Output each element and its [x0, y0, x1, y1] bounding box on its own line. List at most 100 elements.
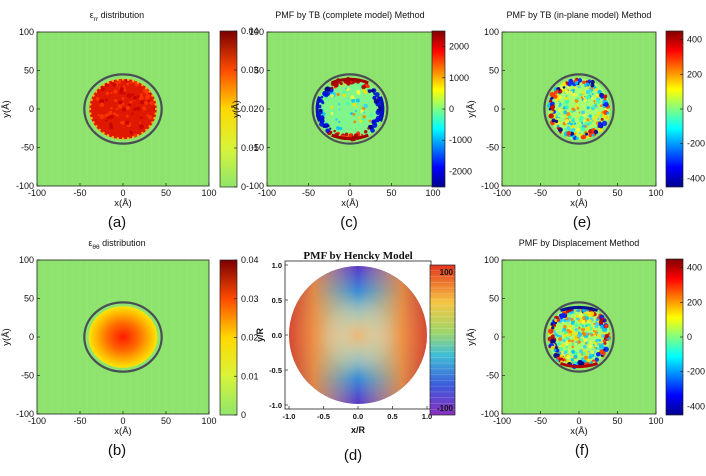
- strain-speckle: [99, 114, 105, 120]
- pmf-speckle: [567, 339, 571, 343]
- pmf-speckle: [335, 118, 338, 121]
- x-tick-label: -100: [493, 188, 511, 198]
- y-tick-label: 0: [494, 332, 499, 342]
- pmf-edge-speckle: [602, 331, 606, 335]
- panel-a: εrr distribution -100 -50 0 50 100 -100 -50 0 50 1…: [1, 10, 259, 231]
- pmf-edge-speckle: [559, 354, 564, 358]
- pmf-speckle: [574, 342, 577, 345]
- strain-speckle: [126, 93, 132, 99]
- pmf-edge-speckle: [321, 101, 325, 105]
- pmf-edge-speckle: [597, 89, 602, 95]
- edge-speckle: [153, 116, 156, 120]
- pmf-speckle: [585, 315, 590, 321]
- edge-speckle: [92, 121, 95, 124]
- pmf-speckle: [572, 108, 576, 112]
- strain-speckle: [147, 99, 151, 103]
- pmf-speckle: [591, 93, 594, 96]
- pmf-speckle: [342, 93, 347, 97]
- x-axis-label: x(Å): [114, 198, 131, 209]
- y-tick-label: 1.0: [272, 261, 282, 270]
- y-tick-label: 0: [259, 104, 264, 114]
- pmf-speckle: [582, 332, 587, 337]
- pmf-edge-speckle: [600, 94, 605, 99]
- pmf-edge-speckle: [554, 119, 559, 124]
- edge-speckle: [116, 137, 120, 140]
- pmf-speckle: [368, 119, 372, 123]
- pmf-speckle: [588, 355, 592, 360]
- pmf-speckle: [568, 115, 572, 120]
- boundary-ring: [543, 73, 615, 145]
- pmf-speckle: [346, 97, 349, 100]
- pmf-speckle: [562, 338, 566, 343]
- strain-speckle: [121, 102, 125, 106]
- pmf-speckle: [601, 334, 605, 338]
- strain-speckle: [97, 113, 100, 117]
- pmf-edge-speckle: [604, 324, 609, 329]
- pmf-edge-speckle: [334, 82, 339, 88]
- pmf-speckle: [354, 110, 357, 112]
- colorbar-tick-label: 0.02: [241, 333, 259, 343]
- y-tick-label: -50: [21, 371, 34, 381]
- edge-speckle: [148, 90, 151, 93]
- panel-d: PMF by Hencky Model -1.0 -0.5 0.0 0.5 1.0 -1.0…: [255, 250, 456, 464]
- pmf-speckle: [590, 87, 594, 90]
- pmf-speckle: [578, 320, 583, 324]
- pmf-speckle: [597, 342, 601, 345]
- pmf-edge-speckle: [346, 80, 351, 86]
- edge-speckle: [151, 94, 154, 97]
- pmf-edge-speckle: [598, 123, 603, 129]
- pmf-speckle: [557, 112, 561, 116]
- edge-speckle: [132, 135, 135, 139]
- pmf-edge-speckle: [581, 134, 587, 140]
- pmf-speckle: [595, 347, 598, 350]
- pmf-speckle: [594, 350, 597, 353]
- pmf-arc-bottom: [331, 133, 369, 141]
- pmf-speckle: [355, 98, 360, 103]
- pmf-speckle: [369, 113, 374, 118]
- pmf-speckle: [593, 102, 596, 104]
- y-axis-label: y(Å): [466, 100, 477, 117]
- pmf-edge-speckle: [595, 352, 601, 357]
- pmf-speckle: [333, 111, 336, 114]
- strain-speckle: [139, 100, 145, 105]
- pmf-speckle: [595, 339, 598, 343]
- pmf-edge-speckle: [550, 345, 555, 350]
- y-tick-label: -1.0: [269, 401, 282, 410]
- pmf-edge-speckle: [556, 318, 560, 322]
- x-tick-label: 50: [161, 188, 171, 198]
- strain-speckle: [132, 96, 138, 101]
- pmf-speckle: [565, 104, 569, 109]
- pmf-edge-speckle: [571, 308, 574, 312]
- y-tick-label: -0.5: [269, 366, 282, 375]
- pmf-speckle: [576, 97, 580, 101]
- pmf-edge-speckle: [590, 79, 595, 85]
- colorbar-tick-label: -200: [687, 139, 705, 149]
- panel-c: PMF by TB (complete model) Method -100 -50…: [231, 10, 472, 231]
- strain-speckle: [131, 93, 135, 96]
- pmf-edge-speckle: [550, 338, 556, 344]
- y-tick-label: 100: [19, 255, 34, 265]
- strain-speckle: [115, 107, 119, 111]
- pmf-edge-speckle: [372, 96, 376, 100]
- x-tick-label: 0: [120, 188, 125, 198]
- pmf-edge-speckle: [330, 86, 334, 90]
- pmf-speckle: [584, 121, 588, 125]
- pmf-edge-speckle: [601, 120, 608, 127]
- pmf-edge-speckle: [561, 81, 566, 87]
- edge-speckle: [102, 131, 105, 135]
- pmf-speckle: [586, 95, 591, 100]
- pmf-speckle: [558, 100, 560, 103]
- strain-speckle: [149, 100, 154, 105]
- pmf-speckle: [573, 86, 577, 89]
- pmf-speckle: [559, 102, 562, 105]
- pmf-speckle: [597, 111, 601, 116]
- strain-speckle: [122, 107, 127, 112]
- pmf-speckle: [563, 324, 567, 329]
- pmf-speckle: [577, 333, 582, 338]
- edge-speckle: [98, 128, 101, 132]
- pmf-speckle: [558, 116, 560, 119]
- pmf-speckle: [576, 127, 581, 132]
- strain-speckle: [136, 95, 140, 98]
- colorbar-tick-label: -1000: [449, 135, 472, 145]
- y-axis-label: y(Å): [466, 328, 477, 345]
